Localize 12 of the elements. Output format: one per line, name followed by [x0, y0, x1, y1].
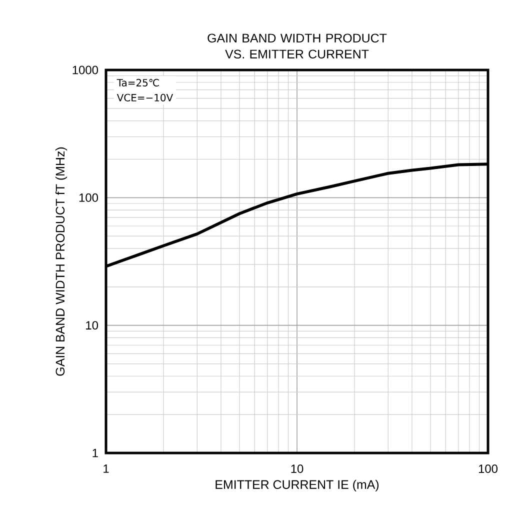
x-tick-label: 1	[104, 464, 109, 473]
y-tick-label: 10	[86, 321, 98, 330]
y-axis-title: GAIN BAND WIDTH PRODUCT fT (MHz)	[55, 147, 68, 376]
chart-title: GAIN BAND WIDTH PRODUCT VS. EMITTER CURRENT	[208, 34, 387, 58]
x-axis-title: EMITTER CURRENT IE (mA)	[216, 480, 379, 492]
annotation: Ta=25℃	[116, 78, 159, 86]
y-tick-label: 100	[79, 193, 98, 202]
y-tick-label: 1	[92, 448, 98, 458]
x-tick-label: 100	[478, 464, 498, 473]
annotation: VCE=−10V	[116, 94, 174, 102]
y-tick-label: 1000	[72, 66, 98, 74]
x-tick-label: 10	[291, 464, 304, 473]
